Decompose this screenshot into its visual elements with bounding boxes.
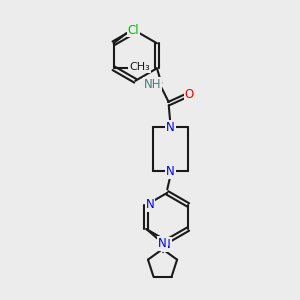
Text: N: N <box>166 121 175 134</box>
Text: N: N <box>158 237 167 250</box>
Text: N: N <box>166 165 175 178</box>
Text: N: N <box>146 198 154 212</box>
Text: CH₃: CH₃ <box>129 62 150 72</box>
Text: O: O <box>185 88 194 101</box>
Text: NH: NH <box>144 78 161 91</box>
Text: Cl: Cl <box>128 23 139 37</box>
Text: N: N <box>162 238 171 250</box>
